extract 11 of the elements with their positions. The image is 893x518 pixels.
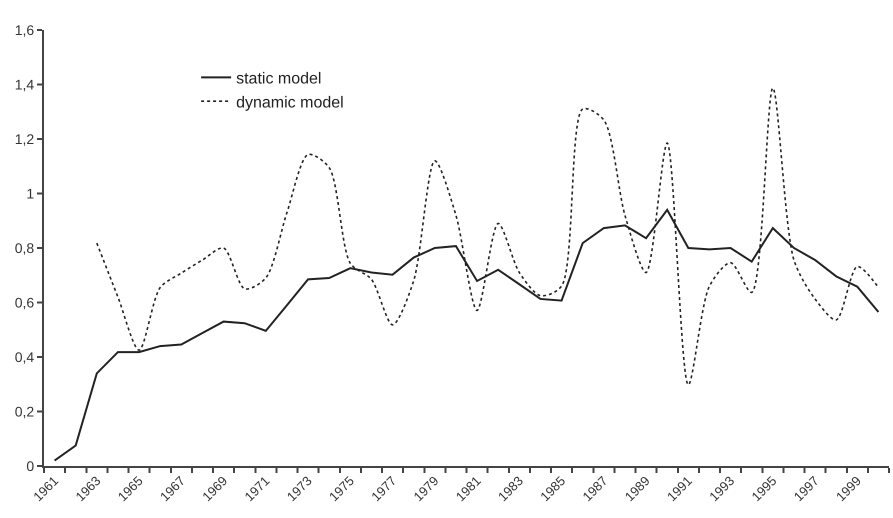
y-tick-label: 1,4	[14, 76, 34, 92]
legend-label: dynamic model	[236, 94, 344, 112]
y-tick-label: 1,2	[14, 130, 34, 147]
y-tick-label: 1	[26, 185, 34, 202]
y-tick-label: 0,6	[14, 294, 34, 310]
y-tick-label: 0,8	[14, 240, 34, 256]
y-tick-label: 0,4	[14, 348, 34, 365]
y-tick-label: 0,2	[14, 403, 34, 420]
y-tick-label: 0	[26, 458, 34, 474]
legend-label: static model	[236, 70, 322, 88]
y-tick-label: 1,6	[14, 22, 34, 38]
